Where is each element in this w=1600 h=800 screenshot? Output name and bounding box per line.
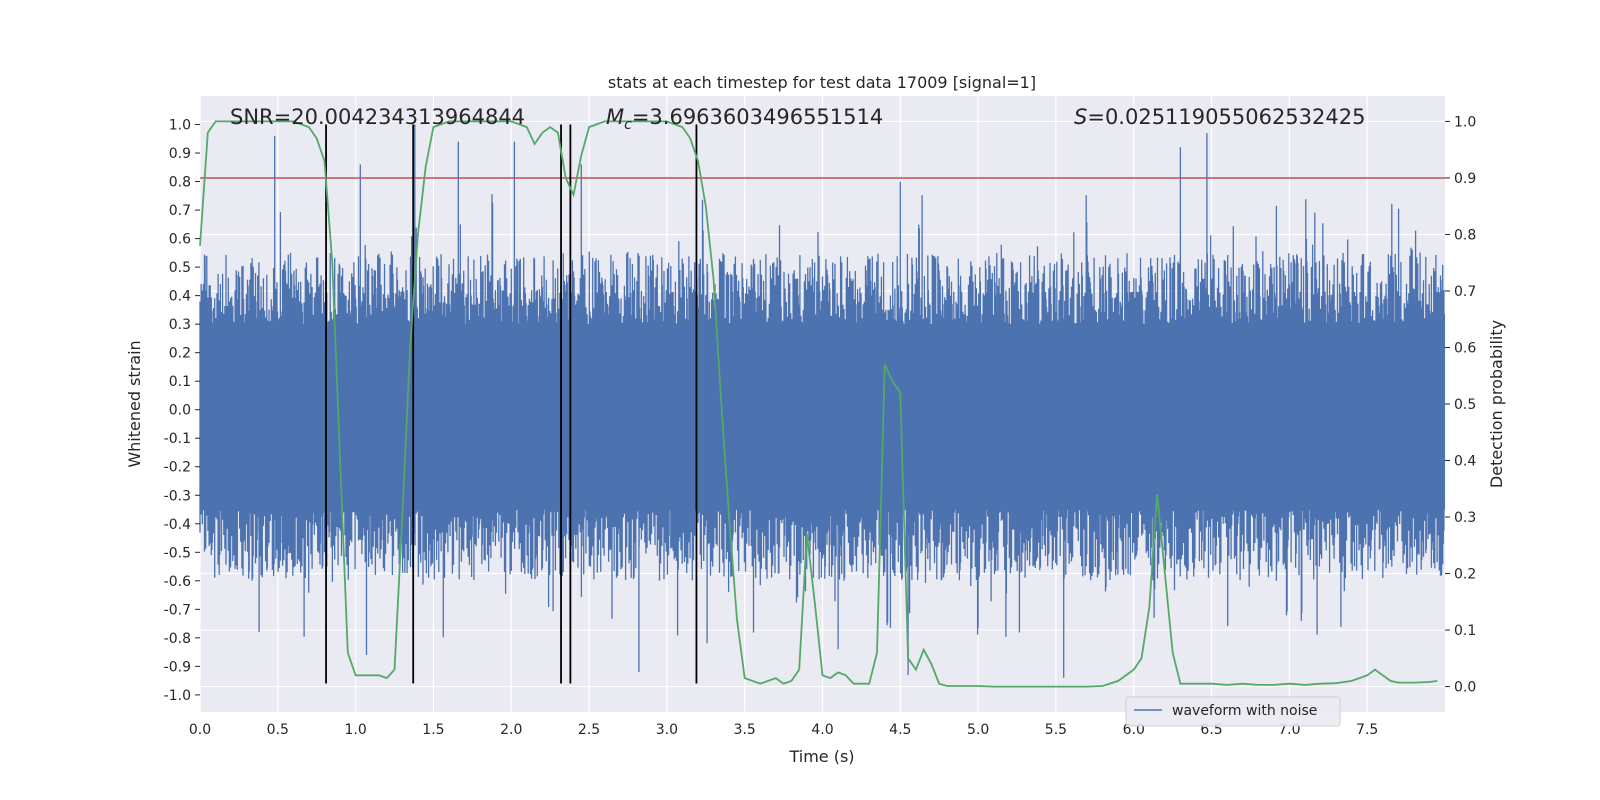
legend-box bbox=[1125, 696, 1341, 727]
y-tick-label: -0.5 bbox=[164, 545, 191, 561]
y2-tick-label: 0.6 bbox=[1454, 340, 1476, 356]
x-tick-label: 0.5 bbox=[267, 722, 289, 738]
mc-value: =3.6963603496551514 bbox=[632, 105, 883, 129]
snr-annotation: SNR=20.004234313964844 bbox=[230, 105, 525, 129]
y-tick-label: -0.6 bbox=[164, 574, 191, 590]
y-tick-label: -0.2 bbox=[164, 460, 191, 476]
y2-tick-label: 0.5 bbox=[1454, 397, 1476, 413]
x-tick-label: 4.0 bbox=[811, 722, 833, 738]
y-tick-label: 0.8 bbox=[169, 175, 191, 191]
y2-tick-label: 0.3 bbox=[1454, 510, 1476, 526]
probability-series bbox=[199, 120, 1438, 688]
x-tick-label: 5.0 bbox=[967, 722, 989, 738]
legend-label: waveform with noise bbox=[1172, 703, 1317, 719]
y2-tick-label: 0.9 bbox=[1454, 171, 1476, 187]
y2-tick-label: 0.2 bbox=[1454, 567, 1476, 583]
probability-line bbox=[199, 120, 1438, 688]
y2-tick-label: 0.4 bbox=[1454, 454, 1476, 470]
y-tick-label: 0.3 bbox=[169, 317, 191, 333]
s-value: =0.025119055062532425 bbox=[1087, 105, 1365, 129]
mc-symbol: M bbox=[606, 105, 624, 129]
y2-tick-label: 0.0 bbox=[1454, 680, 1476, 696]
y-tick-label: 0.9 bbox=[169, 146, 191, 162]
x-tick-label: 2.5 bbox=[578, 722, 600, 738]
x-tick-label: 0.0 bbox=[189, 722, 211, 738]
x-tick-label: 1.0 bbox=[344, 722, 366, 738]
y-tick-label: -0.4 bbox=[164, 517, 191, 533]
y2-tick-label: 1.0 bbox=[1454, 114, 1476, 130]
y-ticks: 1.0 0.9 0.8 0.7 0.6 0.5 0.4 0.3 0.2 0.1 0.0 -0.1 -0.… bbox=[164, 118, 200, 704]
x-axis-label: Time (s) bbox=[788, 747, 854, 766]
mc-annotation: Mc=3.6963603496551514 bbox=[606, 105, 883, 133]
y-tick-label: 1.0 bbox=[169, 118, 191, 134]
s-annotation: S=0.025119055062532425 bbox=[1074, 105, 1365, 129]
y2-axis-label: Detection probability bbox=[1487, 320, 1506, 488]
y-tick-label: 0.0 bbox=[169, 403, 191, 419]
y2-ticks: 1.0 0.9 0.8 0.7 0.6 0.5 0.4 0.3 0.2 0.1 0.0 bbox=[1445, 114, 1476, 696]
y-tick-label: -0.7 bbox=[164, 602, 191, 618]
mc-subscript: c bbox=[624, 117, 632, 133]
y-tick-label: 0.5 bbox=[169, 260, 191, 276]
x-tick-label: 7.5 bbox=[1356, 722, 1378, 738]
y-tick-label: -0.9 bbox=[164, 659, 191, 675]
x-tick-label: 3.5 bbox=[734, 722, 756, 738]
y-tick-label: 0.4 bbox=[169, 289, 191, 305]
x-tick-label: 3.0 bbox=[656, 722, 678, 738]
vertical-markers bbox=[325, 124, 698, 684]
s-symbol: S bbox=[1074, 105, 1087, 129]
y2-tick-label: 0.8 bbox=[1454, 227, 1476, 243]
x-tick-label: 1.5 bbox=[422, 722, 444, 738]
y-tick-label: -0.8 bbox=[164, 631, 191, 647]
y-tick-label: 0.1 bbox=[169, 374, 191, 390]
x-tick-label: 2.0 bbox=[500, 722, 522, 738]
y-axis-label: Whitened strain bbox=[125, 340, 144, 467]
waveform-line bbox=[199, 124, 1446, 678]
y2-tick-label: 0.1 bbox=[1454, 623, 1476, 639]
x-tick-label: 5.5 bbox=[1045, 722, 1067, 738]
y-tick-label: -0.1 bbox=[164, 431, 191, 447]
x-tick-label: 4.5 bbox=[889, 722, 911, 738]
chart-title: stats at each timestep for test data 170… bbox=[608, 73, 1036, 92]
y-tick-label: 0.6 bbox=[169, 232, 191, 248]
y-tick-label: 0.2 bbox=[169, 346, 191, 362]
y-tick-label: -1.0 bbox=[164, 688, 191, 704]
y-tick-label: 0.7 bbox=[169, 203, 191, 219]
legend: waveform with noise bbox=[1125, 696, 1341, 727]
y-tick-label: -0.3 bbox=[164, 488, 191, 504]
x-ticks: 0.0 0.5 1.0 1.5 2.0 2.5 3.0 3.5 4.0 4.5 5.0 5.5 6.0 6… bbox=[189, 722, 1378, 738]
y2-tick-label: 0.7 bbox=[1454, 284, 1476, 300]
